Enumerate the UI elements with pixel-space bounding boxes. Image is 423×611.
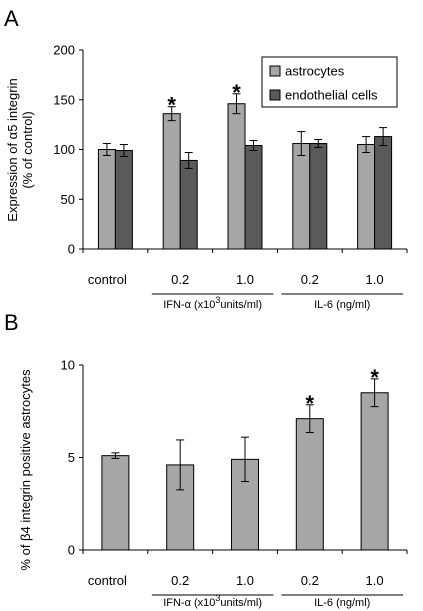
bar xyxy=(244,145,263,250)
y-tick-label: 5 xyxy=(68,450,75,465)
category-label: 1.0 xyxy=(366,272,384,287)
group-label: IFN-α (x103units/ml) xyxy=(163,593,262,609)
category-label: 0.2 xyxy=(171,573,189,588)
bar xyxy=(101,455,130,551)
bar xyxy=(179,159,198,250)
panel-b-letter: B xyxy=(4,310,19,335)
group-label-tail: units/ml) xyxy=(220,299,262,311)
group-label-text: IFN-α (x10 xyxy=(163,299,215,311)
group-label-sup: 3 xyxy=(215,593,220,603)
group-label: IFN-α (x103units/ml) xyxy=(163,295,262,311)
y-tick-label: 150 xyxy=(53,92,75,107)
group-label-sup: 3 xyxy=(215,295,220,305)
significance-star: * xyxy=(306,391,315,416)
significance-star: * xyxy=(370,365,379,390)
bar xyxy=(114,149,133,250)
y-tick-label: 200 xyxy=(53,43,75,58)
category-label: 1.0 xyxy=(366,573,384,588)
significance-star: * xyxy=(232,80,241,105)
bar xyxy=(309,143,328,250)
category-label: 1.0 xyxy=(236,272,254,287)
group-label-text: IFN-α (x10 xyxy=(163,597,215,609)
category-label: control xyxy=(88,272,127,287)
bar xyxy=(292,143,311,250)
legend-label: astrocytes xyxy=(285,64,345,79)
category-label: control xyxy=(88,573,127,588)
group-label-text: IL-6 (ng/ml) xyxy=(314,597,370,609)
category-label: 1.0 xyxy=(236,573,254,588)
legend-box xyxy=(261,56,398,108)
legend-swatch xyxy=(269,65,281,77)
category-label: 0.2 xyxy=(301,573,319,588)
bar xyxy=(227,103,246,250)
bar xyxy=(374,136,393,250)
y-tick-label: 50 xyxy=(61,192,75,207)
y-axis-title: % of β4 integrin positive astrocytes xyxy=(18,369,33,571)
chart-a: 0 50 100 150 200 Expression of α5 integrin (% … xyxy=(5,43,408,311)
category-label: 0.2 xyxy=(301,272,319,287)
group-label: IL-6 (ng/ml) xyxy=(314,597,370,609)
bar xyxy=(357,144,376,250)
bar xyxy=(360,392,389,551)
chart-b: 0 5 10 % of β4 integrin positive astrocytes… xyxy=(18,358,408,609)
legend: astrocytes endothelial cells xyxy=(261,56,398,108)
y-tick-label: 100 xyxy=(53,142,75,157)
y-tick-label: 0 xyxy=(68,242,75,257)
y-tick-label: 0 xyxy=(68,543,75,558)
group-label-tail: units/ml) xyxy=(220,597,262,609)
legend-swatch xyxy=(269,89,281,101)
y-tick-label: 10 xyxy=(61,358,75,373)
group-label: IL-6 (ng/ml) xyxy=(314,299,370,311)
y-axis-title: Expression of α5 integrin xyxy=(5,78,20,221)
bar xyxy=(97,149,116,250)
group-label-text: IL-6 (ng/ml) xyxy=(314,299,370,311)
y-axis-title: (% of control) xyxy=(20,111,35,188)
bar xyxy=(295,418,324,551)
bar xyxy=(162,113,181,250)
panel-a-letter: A xyxy=(4,6,19,31)
legend-label: endothelial cells xyxy=(285,88,378,103)
category-label: 0.2 xyxy=(171,272,189,287)
significance-star: * xyxy=(167,93,176,118)
